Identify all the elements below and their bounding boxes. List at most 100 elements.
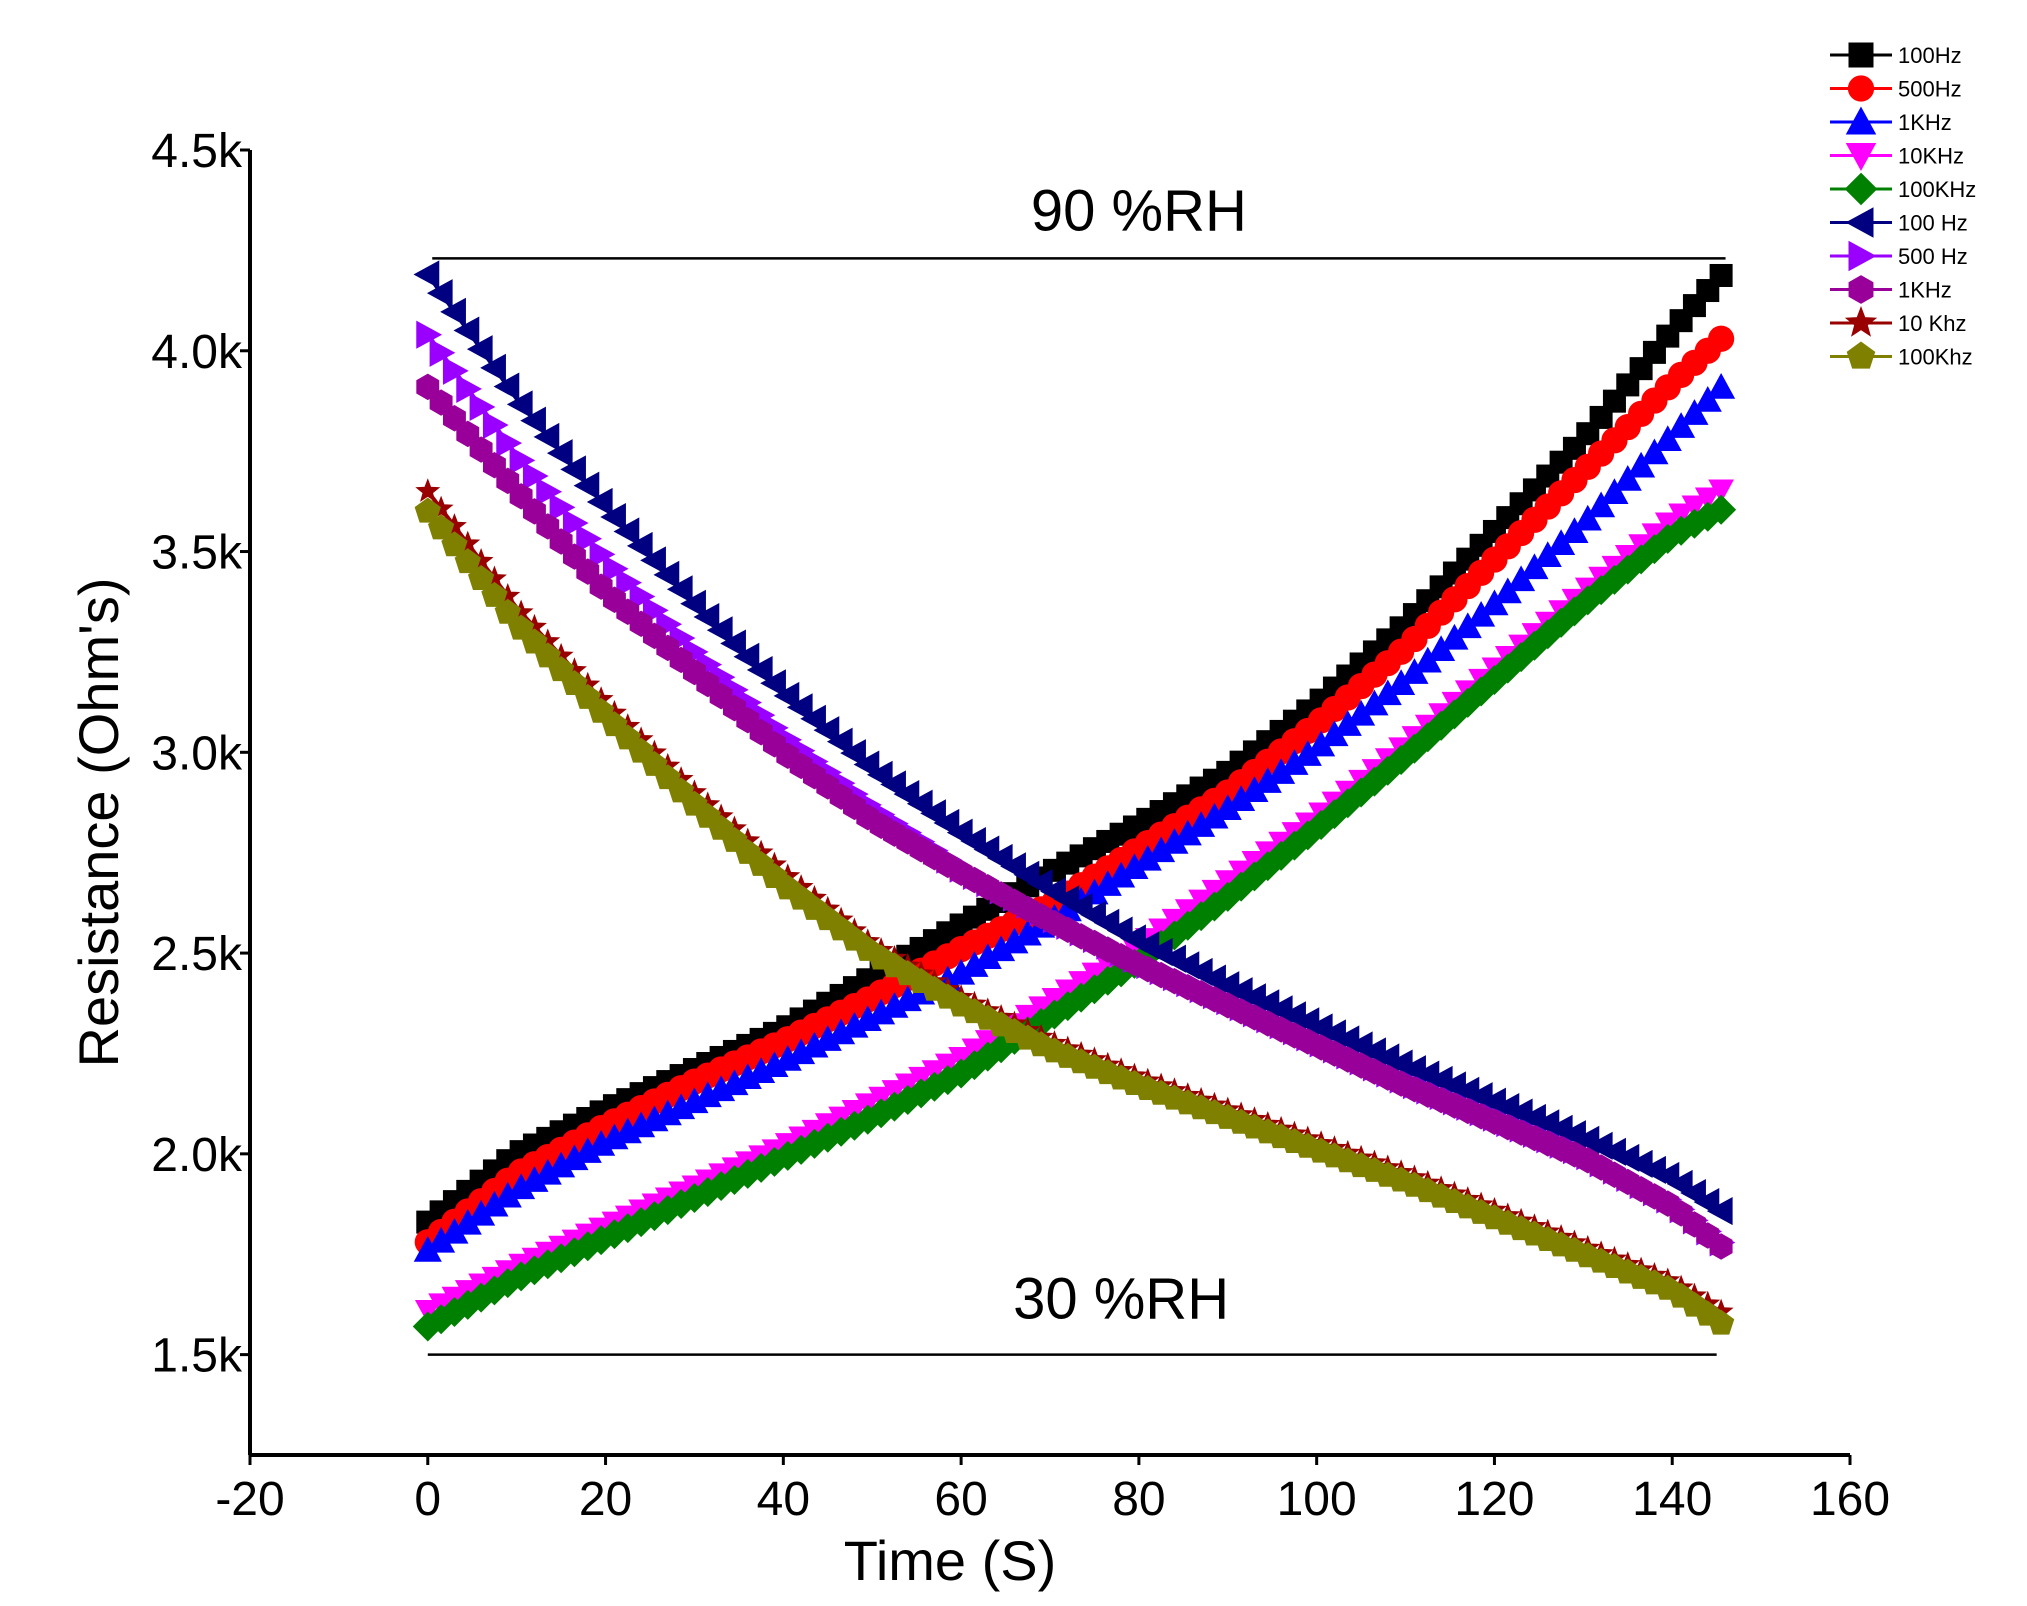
data-point	[442, 356, 469, 385]
data-point	[453, 316, 480, 345]
data-point	[482, 411, 509, 440]
data-point	[481, 581, 508, 607]
data-point	[706, 616, 733, 645]
y-tick-label: 2.5k	[151, 928, 243, 981]
data-point	[934, 1053, 961, 1078]
legend-label: 10KHz	[1898, 144, 1964, 169]
legend-item-10-khz: 10 Khz	[1830, 305, 1967, 337]
data-point	[547, 656, 575, 682]
data-point	[1707, 372, 1736, 399]
data-point	[587, 697, 615, 723]
legend-item-500-hz: 500 Hz	[1830, 240, 1968, 272]
data-point	[1640, 438, 1669, 465]
x-tick-label: 60	[934, 1473, 987, 1526]
data-point	[562, 543, 586, 570]
data-point	[1706, 494, 1737, 525]
data-point	[413, 260, 440, 289]
legend-marker	[1848, 275, 1874, 304]
legend-item-100hz: 100Hz	[1830, 42, 1962, 68]
data-point	[720, 629, 746, 658]
x-tick-label: 120	[1454, 1473, 1534, 1526]
data-point	[760, 669, 786, 698]
y-tick-label: 4.5k	[151, 125, 243, 178]
x-tick-label: 20	[579, 1473, 632, 1526]
data-point	[840, 739, 866, 768]
data-point	[680, 589, 706, 618]
data-point	[586, 487, 613, 516]
legend-marker	[1848, 42, 1874, 68]
data-point	[546, 439, 573, 468]
data-point	[522, 498, 546, 525]
data-point	[1600, 478, 1629, 505]
data-point	[454, 548, 481, 574]
legend-item-1khz: 1KHz	[1830, 275, 1952, 304]
data-point	[533, 422, 560, 451]
data-point	[467, 565, 495, 591]
tick-layer: -20 0 20 40 60 80 100 120 140 160 1.5k 2.0k 2.5k 3.0k…	[151, 125, 1890, 1526]
legend-item-100khz: 100Khz	[1830, 341, 1973, 370]
annotation-lines	[427, 257, 1726, 1356]
x-tick-label: -20	[215, 1473, 284, 1526]
data-point	[562, 508, 589, 538]
data-point	[1653, 425, 1682, 452]
legend-label: 500 Hz	[1898, 244, 1968, 269]
x-tick-label: 140	[1632, 1473, 1712, 1526]
data-point	[1707, 1309, 1735, 1335]
x-tick-label: 80	[1112, 1473, 1165, 1526]
data-point	[414, 1299, 441, 1324]
data-point	[429, 389, 453, 416]
y-tick-label: 2.0k	[151, 1129, 243, 1182]
legend-marker	[1846, 341, 1876, 369]
data-point	[1706, 1197, 1733, 1226]
data-point	[733, 642, 760, 671]
legend-label: 1KHz	[1898, 278, 1952, 303]
data-point	[1573, 504, 1602, 531]
data-point	[616, 568, 643, 597]
data-point	[507, 614, 535, 640]
data-point	[853, 750, 880, 779]
legend-item-10khz: 10KHz	[1830, 143, 1964, 171]
data-point	[427, 514, 455, 540]
legend-marker	[1845, 143, 1877, 171]
data-point	[573, 471, 600, 500]
x-tick-label: 0	[414, 1473, 441, 1526]
data-point	[666, 575, 693, 604]
data-point	[536, 513, 560, 540]
data-point	[520, 406, 546, 435]
data-point	[653, 560, 680, 589]
data-point	[469, 392, 496, 422]
data-point	[560, 455, 586, 484]
x-axis-title: Time (S)	[844, 1529, 1057, 1592]
x-tick-label: 160	[1810, 1473, 1890, 1526]
data-point	[813, 716, 840, 745]
data-point	[441, 531, 468, 557]
data-point	[561, 670, 588, 696]
data-point	[496, 429, 523, 458]
data-point	[1668, 503, 1694, 528]
data-point	[1709, 263, 1733, 287]
data-point	[574, 683, 601, 709]
data-point	[693, 602, 720, 632]
data-point	[894, 1073, 921, 1098]
data-point	[626, 531, 653, 560]
data-point	[522, 462, 549, 491]
legend-item-100-hz: 100 Hz	[1830, 207, 1968, 238]
data-point	[1694, 487, 1721, 512]
data-point	[576, 558, 600, 585]
data-point	[534, 642, 561, 668]
data-point	[826, 727, 853, 756]
data-point	[1613, 465, 1642, 491]
data-point	[493, 372, 520, 401]
x-tick-label: 100	[1277, 1473, 1357, 1526]
legend-label: 500Hz	[1898, 77, 1962, 102]
legend-marker	[1844, 172, 1878, 206]
legend-marker	[1847, 75, 1875, 102]
data-point	[456, 374, 483, 403]
data-point	[509, 483, 533, 510]
data-point	[469, 436, 493, 463]
legend-marker	[1844, 305, 1878, 337]
data-point	[1709, 1233, 1733, 1260]
data-point	[629, 582, 656, 611]
series-1khz-increasing	[413, 372, 1736, 1262]
